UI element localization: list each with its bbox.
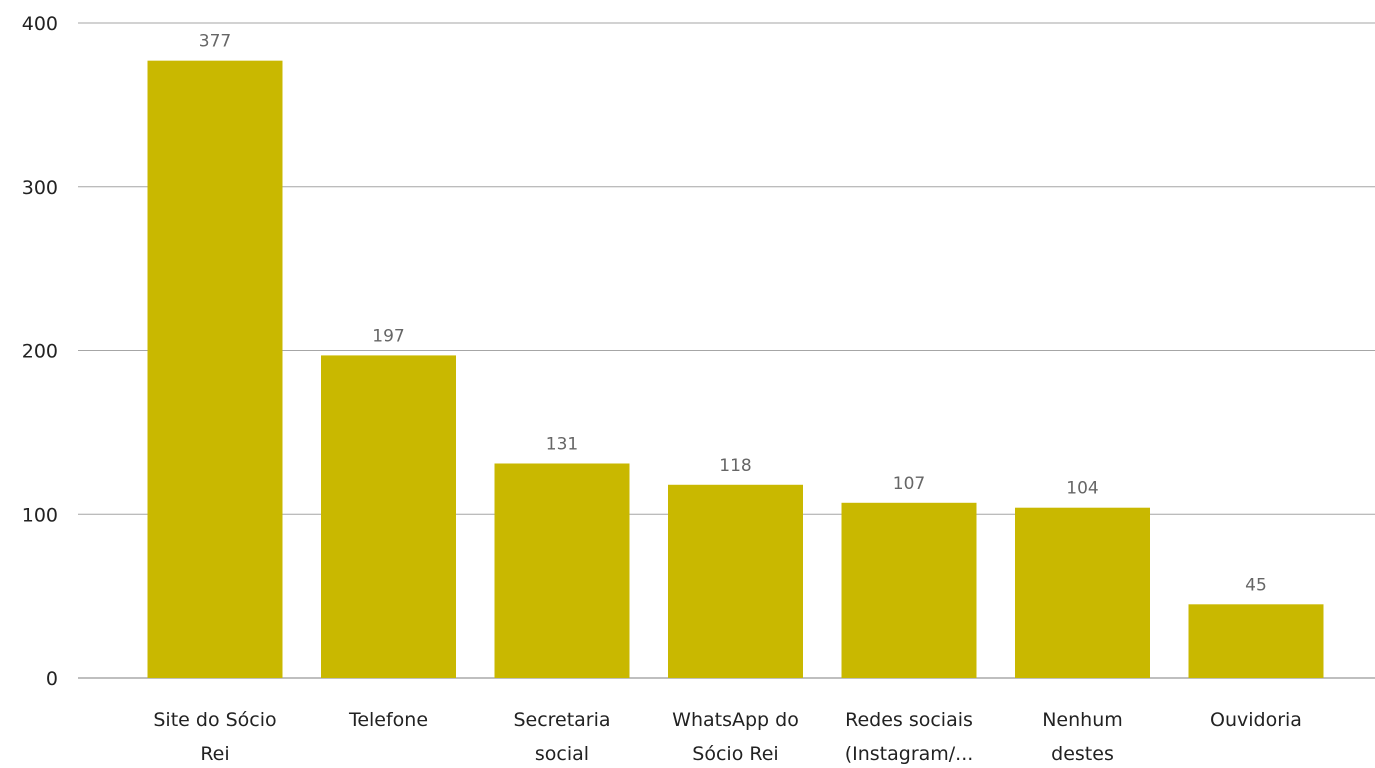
data-label: 45: [1245, 575, 1267, 595]
x-tick-label: Sócio Rei: [692, 743, 778, 765]
y-tick-label: 400: [22, 13, 58, 35]
data-labels: 377 197 131 118 107 104 45: [199, 32, 1267, 596]
x-tick-label: destes: [1051, 743, 1114, 765]
y-tick-label: 200: [22, 341, 58, 363]
bar: [1188, 604, 1324, 678]
y-axis: 0 100 200 300 400: [22, 13, 58, 690]
x-tick-label: Redes sociais: [845, 709, 973, 731]
x-tick-label: Nenhum: [1042, 709, 1123, 731]
data-label: 131: [546, 434, 578, 454]
x-tick-label: Site do Sócio: [153, 709, 276, 731]
x-tick-label: (Instagram/...: [845, 743, 974, 765]
bars: [147, 60, 1324, 679]
x-tick-label: social: [535, 743, 589, 765]
x-tick-label: Secretaria: [513, 709, 610, 731]
bar: [841, 502, 977, 678]
data-label: 104: [1066, 479, 1098, 499]
bar: [494, 463, 630, 678]
x-tick-label: Rei: [200, 743, 229, 765]
bar: [321, 355, 456, 678]
data-label: 197: [372, 326, 404, 346]
x-tick-label: Telefone: [348, 709, 428, 731]
x-tick-label: WhatsApp do: [672, 709, 799, 731]
y-tick-label: 300: [22, 177, 58, 199]
x-tick-label: Ouvidoria: [1210, 709, 1302, 731]
data-label: 118: [719, 456, 751, 476]
bar: [668, 484, 803, 678]
gridlines: [78, 22, 1375, 679]
data-label: 107: [893, 474, 925, 494]
x-axis: Site do Sócio Rei Telefone Secretaria social…: [153, 709, 1302, 765]
bar: [1015, 507, 1150, 678]
bar: [147, 60, 283, 679]
data-label: 377: [199, 32, 231, 52]
y-tick-label: 0: [46, 668, 58, 690]
y-tick-label: 100: [22, 504, 58, 526]
